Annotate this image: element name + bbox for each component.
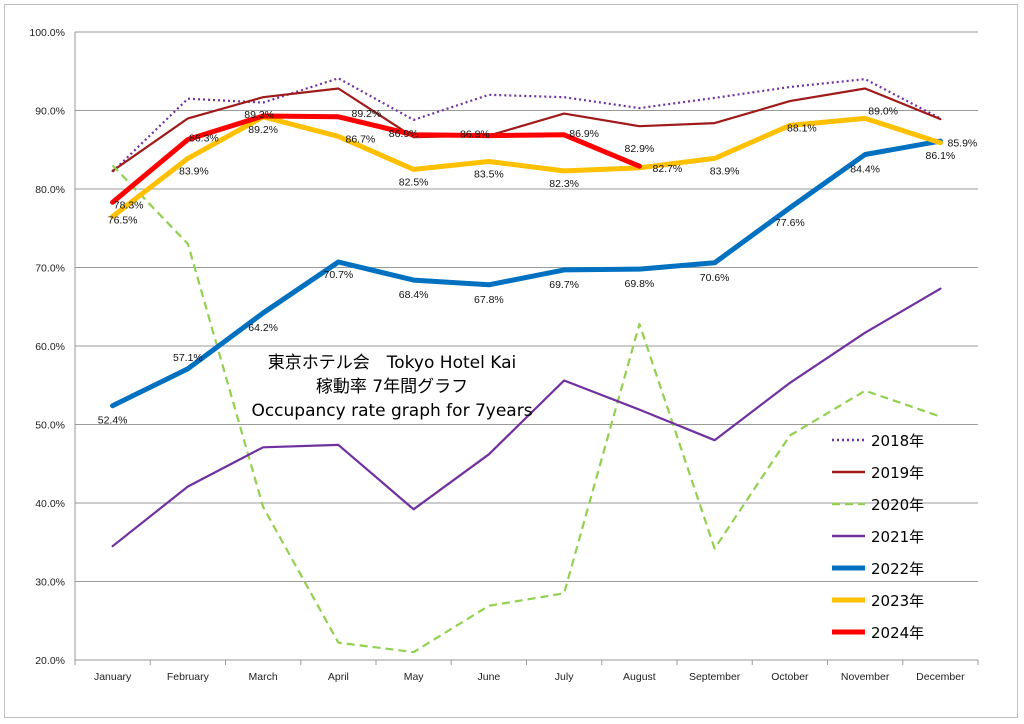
chart-title: 東京ホテル会 Tokyo Hotel Kai 稼動率 7年間グラフ Occupa… (251, 353, 532, 421)
y-tick-label: 30.0% (35, 577, 65, 589)
x-tick-label: April (328, 671, 349, 683)
data-label: 70.7% (323, 269, 353, 281)
data-label: 89.3% (244, 109, 274, 121)
x-tick-label: March (249, 671, 278, 683)
data-label: 76.5% (108, 214, 138, 226)
y-tick-label: 40.0% (35, 498, 65, 510)
x-tick-label: May (404, 671, 425, 683)
data-label: 57.1% (173, 352, 203, 364)
series-line-2021 (111, 287, 942, 548)
data-label: 70.6% (700, 272, 730, 284)
data-label: 89.2% (248, 124, 278, 136)
legend-label: 2020年 (871, 496, 924, 514)
x-tick-label: September (689, 671, 741, 683)
y-tick-label: 80.0% (35, 184, 65, 196)
legend: 2018年 2019年 2020年 2021年 2022年 2023年 2024年 (832, 432, 924, 642)
x-tick-label: February (167, 671, 210, 683)
data-label: 78.3% (114, 199, 144, 211)
data-label: 86.9% (389, 128, 419, 140)
data-label: 83.9% (179, 165, 209, 177)
data-label: 64.2% (248, 322, 278, 334)
data-label: 82.5% (399, 176, 429, 188)
y-axis: 20.0% 30.0% 40.0% 50.0% 60.0% 70.0% 80.0% 90.0%… (29, 27, 76, 667)
y-tick-label: 50.0% (35, 420, 65, 432)
data-label: 89.2% (351, 108, 381, 120)
data-labels: 52.4% 57.1% 64.2% 70.7% 68.4% 67.8% 69.7% 69.8%… (98, 105, 978, 426)
x-axis: January February March April May June July Augu… (74, 660, 979, 683)
legend-label: 2023年 (871, 592, 924, 610)
legend-label: 2024年 (871, 624, 924, 642)
data-label: 86.3% (189, 133, 219, 145)
series-line-2023 (110, 114, 943, 219)
legend-label: 2018年 (871, 432, 924, 450)
chart-title-line-3: Occupancy rate graph for 7years (251, 401, 532, 421)
data-label: 83.5% (474, 169, 504, 181)
x-tick-label: December (916, 671, 965, 683)
series-line-2022 (110, 138, 943, 409)
data-label: 89.0% (868, 105, 898, 117)
y-tick-label: 90.0% (35, 106, 65, 118)
data-label: 84.4% (850, 163, 880, 175)
x-tick-label: June (477, 671, 500, 683)
data-label: 68.4% (399, 289, 429, 301)
x-tick-label: July (555, 671, 574, 683)
data-label: 67.8% (474, 294, 504, 306)
y-tick-label: 20.0% (35, 655, 65, 667)
data-label: 77.6% (775, 217, 805, 229)
data-label: 86.1% (925, 150, 955, 162)
series-line-2019 (111, 87, 942, 172)
data-label: 69.8% (624, 278, 654, 290)
data-label: 85.9% (947, 138, 977, 150)
x-tick-label: August (623, 671, 656, 683)
series-line-2018 (111, 77, 941, 173)
data-label: 86.9% (569, 128, 599, 140)
y-tick-label: 70.0% (35, 263, 65, 275)
data-label: 86.7% (345, 133, 375, 145)
legend-label: 2021年 (871, 528, 924, 546)
series-line-2020 (111, 164, 941, 654)
data-label: 86.8% (460, 129, 490, 141)
data-label: 52.4% (98, 415, 128, 427)
data-label: 88.1% (787, 122, 817, 134)
chart-title-line-2: 稼動率 7年間グラフ (316, 377, 468, 397)
chart-title-line-1: 東京ホテル会 Tokyo Hotel Kai (268, 353, 516, 373)
data-label: 82.3% (549, 178, 579, 190)
data-label: 69.7% (549, 279, 579, 291)
y-tick-label: 100.0% (29, 27, 65, 39)
data-label: 83.9% (710, 165, 740, 177)
y-tick-label: 60.0% (35, 341, 65, 353)
x-tick-label: October (771, 671, 809, 683)
series-lines (110, 77, 943, 654)
series-line-2024 (110, 113, 642, 205)
x-tick-label: January (94, 671, 132, 683)
x-tick-label: November (841, 671, 890, 683)
data-label: 82.9% (624, 143, 654, 155)
legend-label: 2019年 (871, 464, 924, 482)
legend-label: 2022年 (871, 560, 924, 578)
data-label: 82.7% (652, 163, 682, 175)
